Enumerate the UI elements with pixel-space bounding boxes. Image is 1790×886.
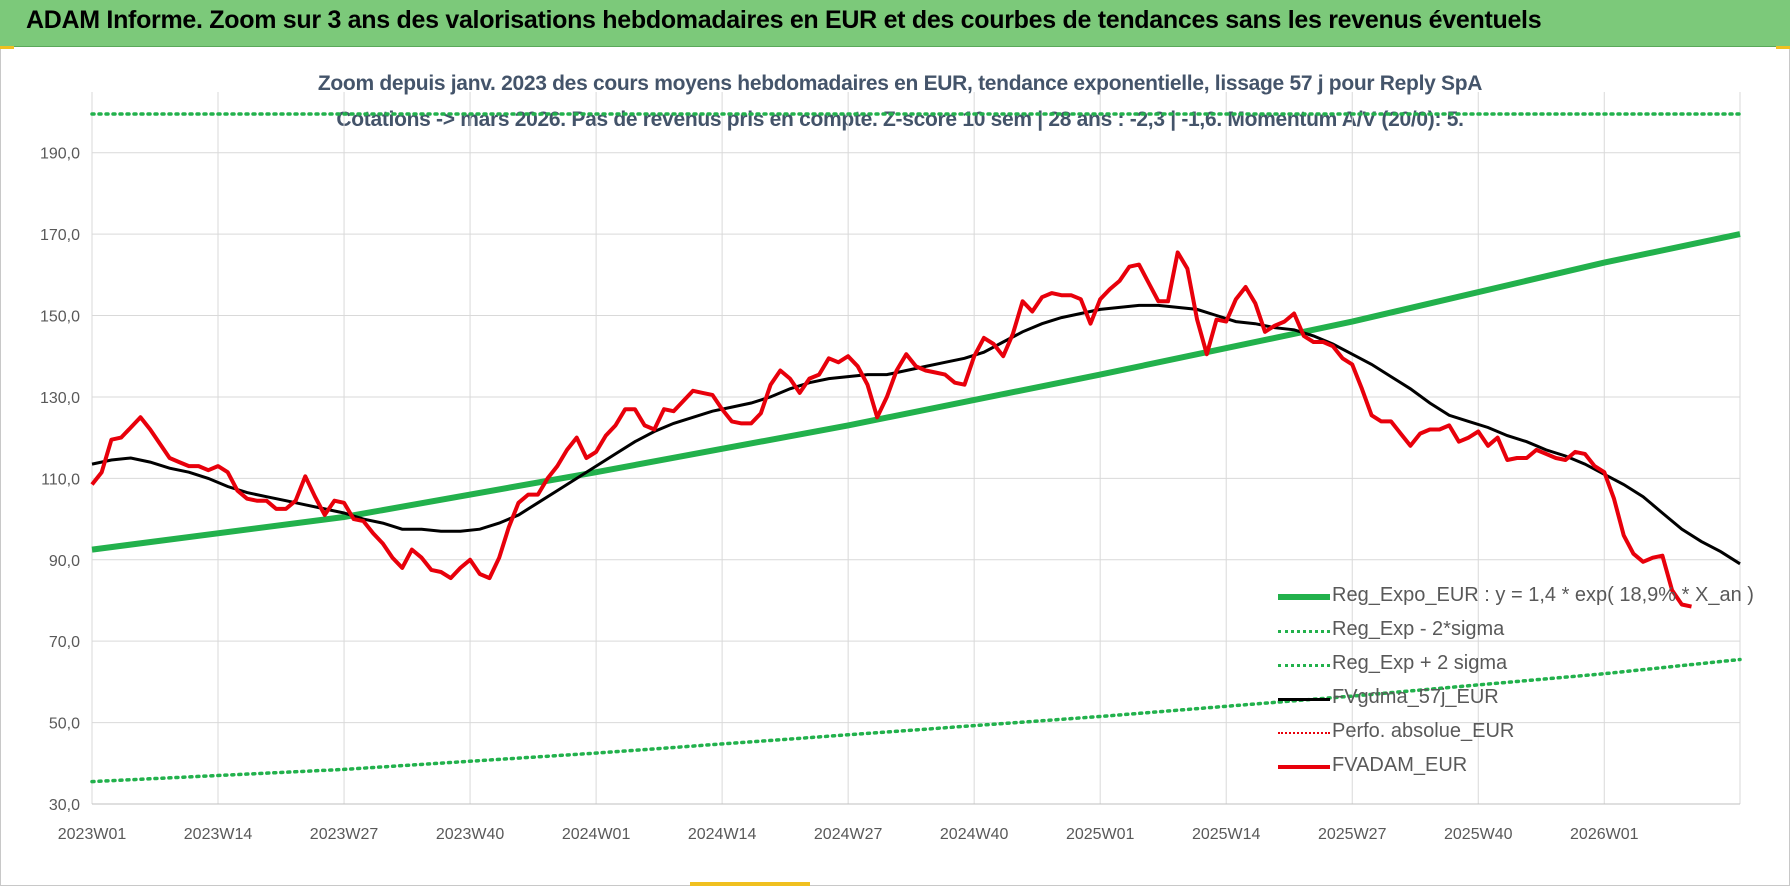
series-layer <box>90 112 1742 784</box>
legend-label: FVADAM_EUR <box>1332 754 1468 776</box>
x-tick-label: 2025W40 <box>1444 826 1513 843</box>
x-tick-label: 2025W14 <box>1192 826 1261 843</box>
legend-swatch <box>1278 629 1330 633</box>
y-tick-label: 70,0 <box>49 634 80 651</box>
legend-swatch <box>1278 663 1330 667</box>
x-tick-label: 2023W14 <box>184 826 253 843</box>
legend: Reg_Expo_EUR : y = 1,4 * exp( 18,9% * X_… <box>1278 580 1754 784</box>
legend-item: FVgdma_57j_EUR <box>1278 682 1748 716</box>
y-tick-label: 150,0 <box>40 309 80 326</box>
legend-item: Perfo. absolue_EUR <box>1278 716 1748 750</box>
legend-swatch <box>1278 765 1330 769</box>
series-line-price <box>90 250 1692 609</box>
y-tick-label: 130,0 <box>40 390 80 407</box>
legend-label: Reg_Exp + 2 sigma <box>1332 652 1508 674</box>
legend-swatch <box>1278 697 1330 701</box>
y-tick-label: 90,0 <box>49 553 80 570</box>
x-tick-label: 2026W01 <box>1570 826 1639 843</box>
x-tick-label: 2024W01 <box>562 826 631 843</box>
y-tick-label: 50,0 <box>49 716 80 733</box>
chart-title-line1: Zoom depuis janv. 2023 des cours moyens … <box>317 72 1483 95</box>
y-tick-label: 190,0 <box>40 146 80 163</box>
x-tick-label: 2023W40 <box>436 826 505 843</box>
corner-mark-right <box>1776 46 1790 49</box>
legend-label: Reg_Expo_EUR : y = 1,4 * exp( 18,9% * X_… <box>1332 584 1754 606</box>
x-tick-label: 2024W27 <box>814 826 883 843</box>
x-tick-label: 2023W01 <box>58 826 127 843</box>
x-tick-label: 2025W01 <box>1066 826 1135 843</box>
y-tick-label: 170,0 <box>40 227 80 244</box>
y-tick-label: 30,0 <box>49 797 80 814</box>
legend-swatch <box>1278 732 1330 734</box>
legend-item: Reg_Expo_EUR : y = 1,4 * exp( 18,9% * X_… <box>1278 580 1754 614</box>
x-tick-label: 2025W27 <box>1318 826 1387 843</box>
x-tick-label: 2024W14 <box>688 826 757 843</box>
legend-label: Perfo. absolue_EUR <box>1332 720 1515 742</box>
header-bar: ADAM Informe. Zoom sur 3 ans des valoris… <box>0 0 1790 47</box>
legend-label: FVgdma_57j_EUR <box>1332 686 1499 708</box>
header-title: ADAM Informe. Zoom sur 3 ans des valoris… <box>26 6 1542 34</box>
x-tick-label: 2024W40 <box>940 826 1009 843</box>
x-tick-label: 2023W27 <box>310 826 379 843</box>
legend-item: Reg_Exp - 2*sigma <box>1278 614 1748 648</box>
series-line-smooth <box>91 303 1741 566</box>
corner-mark-left <box>0 46 14 49</box>
series-line-sigma <box>90 657 1742 784</box>
corner-mark-bottom <box>690 882 810 886</box>
legend-swatch <box>1278 594 1330 600</box>
legend-item: FVADAM_EUR <box>1278 750 1748 784</box>
axis-layer: 30,0 50,0 70,0 90,0 110,0 130,0 150,0 170,0 190,… <box>40 146 1740 843</box>
y-tick-label: 110,0 <box>41 471 80 488</box>
legend-label: Reg_Exp - 2*sigma <box>1332 618 1505 640</box>
legend-item: Reg_Exp + 2 sigma <box>1278 648 1748 682</box>
series-line-trend <box>91 231 1741 553</box>
